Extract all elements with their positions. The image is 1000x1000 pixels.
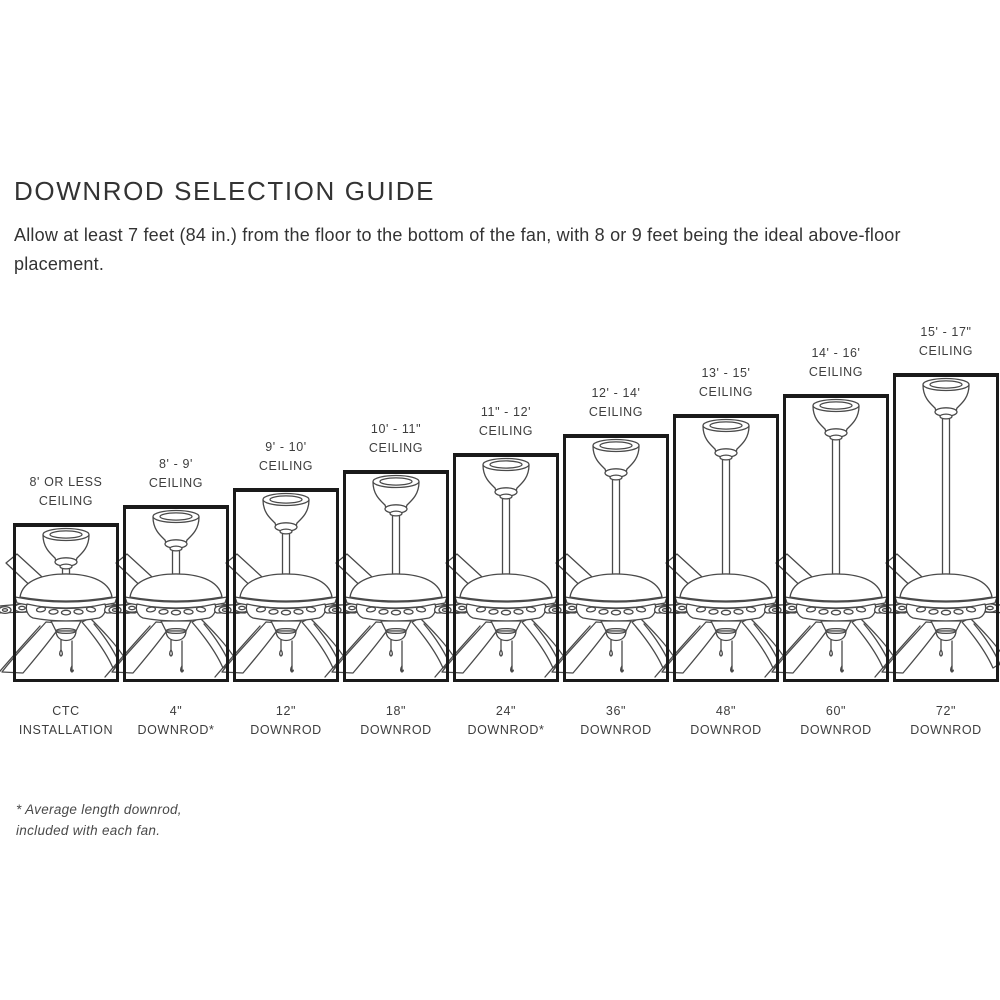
ceiling-word: CEILING bbox=[148, 476, 204, 490]
downrod-word: DOWNROD bbox=[690, 723, 762, 737]
ceiling-fan-illustration bbox=[213, 492, 359, 678]
downrod-word: DOWNROD* bbox=[137, 723, 215, 737]
downrod-length-label: 72" DOWNROD bbox=[861, 702, 1000, 740]
fan-canopy-icon bbox=[812, 398, 860, 441]
fan-canopy-icon bbox=[702, 418, 750, 461]
ceiling-height-label: 8' OR LESS CEILING bbox=[0, 473, 151, 511]
fan-motor-icon bbox=[454, 573, 558, 642]
footnote-line-1: * Average length downrod, bbox=[16, 802, 182, 817]
fan-downrod-icon bbox=[171, 548, 181, 575]
fan-downrod-icon bbox=[501, 496, 511, 575]
downrod-word: INSTALLATION bbox=[18, 723, 114, 737]
fan-downrod-icon bbox=[831, 437, 841, 575]
fan-pull-chain-icon bbox=[719, 639, 734, 673]
downrod-length-label: 18" DOWNROD bbox=[311, 702, 481, 740]
ceiling-range: 12' - 14' bbox=[591, 386, 641, 400]
downrod-length-label: 48" DOWNROD bbox=[641, 702, 811, 740]
ceiling-word: CEILING bbox=[588, 405, 644, 419]
ceiling-word: CEILING bbox=[918, 344, 974, 358]
ceiling-height-label: 15' - 17" CEILING bbox=[861, 323, 1000, 361]
page-title: DOWNROD SELECTION GUIDE bbox=[14, 176, 436, 206]
fan-canopy-icon bbox=[42, 527, 90, 570]
ceiling-height-label: 10' - 11" CEILING bbox=[311, 420, 481, 458]
downrod-size: 18" bbox=[385, 704, 407, 718]
ceiling-fan-illustration bbox=[763, 398, 909, 678]
fan-pull-chain-icon bbox=[609, 639, 624, 673]
fan-pull-chain-icon bbox=[389, 639, 404, 673]
fan-canopy-icon bbox=[922, 377, 970, 420]
footnote-line-2: included with each fan. bbox=[16, 823, 161, 838]
ceiling-height-label: 11" - 12' CEILING bbox=[421, 403, 591, 441]
fan-motor-icon bbox=[234, 573, 338, 642]
fan-pull-chain-icon bbox=[59, 639, 74, 673]
fan-downrod-icon bbox=[611, 477, 621, 575]
fan-canopy-icon bbox=[152, 509, 200, 552]
ceiling-height-label: 8' - 9' CEILING bbox=[91, 455, 261, 493]
fan-pull-chain-icon bbox=[829, 639, 844, 673]
ceiling-height-label: 12' - 14' CEILING bbox=[531, 384, 701, 422]
downrod-size: 60" bbox=[825, 704, 847, 718]
downrod-word: DOWNROD bbox=[910, 723, 982, 737]
downrod-length-label: 36" DOWNROD bbox=[531, 702, 701, 740]
fan-canopy-icon bbox=[482, 457, 530, 500]
fan-pull-chain-icon bbox=[939, 639, 954, 673]
ceiling-range: 10' - 11" bbox=[370, 422, 422, 436]
ceiling-word: CEILING bbox=[698, 385, 754, 399]
ceiling-range: 13' - 15' bbox=[701, 366, 751, 380]
ceiling-word: CEILING bbox=[368, 441, 424, 455]
fan-canopy-icon bbox=[372, 474, 420, 517]
fan-canopy-icon bbox=[592, 438, 640, 481]
downrod-word: DOWNROD bbox=[250, 723, 322, 737]
fan-motor-icon bbox=[894, 573, 998, 642]
fan-pull-chain-icon bbox=[499, 639, 514, 673]
fan-downrod-icon bbox=[941, 416, 951, 575]
downrod-size: CTC bbox=[52, 704, 80, 718]
ceiling-word: CEILING bbox=[478, 424, 534, 438]
downrod-length-label: CTC INSTALLATION bbox=[0, 702, 151, 740]
downrod-size: 12" bbox=[275, 704, 297, 718]
ceiling-range: 9' - 10' bbox=[265, 440, 307, 454]
fan-downrod-icon bbox=[391, 513, 401, 575]
downrod-length-label: 12" DOWNROD bbox=[201, 702, 371, 740]
intro-text: Allow at least 7 feet (84 in.) from the … bbox=[14, 225, 901, 274]
ceiling-fan-illustration bbox=[0, 527, 139, 674]
downrod-word: DOWNROD bbox=[360, 723, 432, 737]
ceiling-range: 15' - 17" bbox=[920, 325, 972, 339]
downrod-size: 72" bbox=[935, 704, 957, 718]
fan-motor-icon bbox=[674, 573, 778, 642]
ceiling-word: CEILING bbox=[38, 494, 94, 508]
downrod-word: DOWNROD* bbox=[467, 723, 545, 737]
downrod-size: 48" bbox=[715, 704, 737, 718]
fan-pull-chain-icon bbox=[279, 639, 294, 673]
ceiling-height-label: 14' - 16' CEILING bbox=[751, 344, 921, 382]
ceiling-word: CEILING bbox=[258, 459, 314, 473]
ceiling-range: 8' - 9' bbox=[159, 457, 193, 471]
downrod-length-label: 60" DOWNROD bbox=[751, 702, 921, 740]
footnote: * Average length downrod, included with … bbox=[16, 799, 182, 841]
ceiling-fan-illustration bbox=[873, 377, 1000, 678]
fan-downrod-icon bbox=[721, 457, 731, 575]
fan-motor-icon bbox=[14, 573, 118, 642]
downrod-length-label: 4" DOWNROD* bbox=[91, 702, 261, 740]
fan-canopy-icon bbox=[262, 492, 310, 535]
fan-motor-icon bbox=[344, 573, 448, 642]
downrod-size: 24" bbox=[495, 704, 517, 718]
ceiling-height-label: 13' - 15' CEILING bbox=[641, 364, 811, 402]
ceiling-range: 11" - 12' bbox=[480, 405, 532, 419]
ceiling-range: 14' - 16' bbox=[811, 346, 861, 360]
ceiling-word: CEILING bbox=[808, 365, 864, 379]
downrod-size: 4" bbox=[169, 704, 183, 718]
downrod-word: DOWNROD bbox=[580, 723, 652, 737]
ceiling-height-label: 9' - 10' CEILING bbox=[201, 438, 371, 476]
ceiling-range: 8' OR LESS bbox=[29, 475, 103, 489]
downrod-word: DOWNROD bbox=[800, 723, 872, 737]
fan-motor-icon bbox=[564, 573, 668, 642]
downrod-size: 36" bbox=[605, 704, 627, 718]
downrod-length-label: 24" DOWNROD* bbox=[421, 702, 591, 740]
fan-downrod-icon bbox=[281, 531, 291, 575]
fan-pull-chain-icon bbox=[169, 639, 184, 673]
